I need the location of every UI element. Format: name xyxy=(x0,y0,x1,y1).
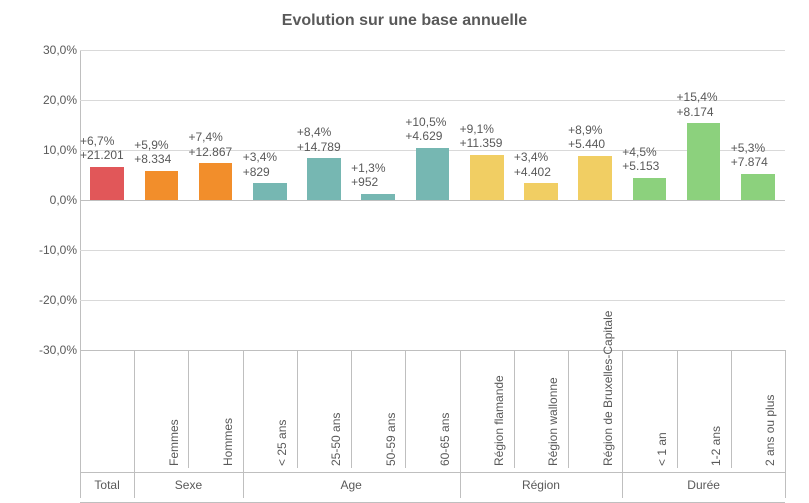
bar-data-label: +5,9%+8.334 xyxy=(134,138,188,167)
bar-abs-label: +8.334 xyxy=(134,152,188,166)
group-label: Total xyxy=(80,478,134,492)
bar-pct-label: +8,4% xyxy=(297,125,351,139)
bar-pct-label: +3,4% xyxy=(514,150,568,164)
bar xyxy=(145,171,179,201)
bar-data-label: +5,3%+7.874 xyxy=(731,141,785,170)
bar xyxy=(578,156,612,201)
separator-line xyxy=(405,350,406,468)
separator-line xyxy=(80,350,81,498)
grid-line xyxy=(80,50,785,51)
separator-line xyxy=(134,350,135,498)
bar-abs-label: +4.402 xyxy=(514,165,568,179)
y-tick-label: -10,0% xyxy=(39,243,77,257)
bar-data-label: +1,3%+952 xyxy=(351,161,405,190)
bar-pct-label: +4,5% xyxy=(622,145,676,159)
category-label: < 25 ans xyxy=(275,420,289,466)
category-label: 60-65 ans xyxy=(438,413,452,466)
category-label: 50-59 ans xyxy=(384,413,398,466)
separator-line xyxy=(622,350,623,498)
bar-data-label: +8,9%+5.440 xyxy=(568,123,622,152)
horizontal-border xyxy=(80,472,785,473)
bar xyxy=(470,155,504,201)
bar-data-label: +6,7%+21.201 xyxy=(80,134,134,163)
bar-pct-label: +15,4% xyxy=(677,90,731,104)
bar-data-label: +3,4%+829 xyxy=(243,150,297,179)
bar-data-label: +8,4%+14.789 xyxy=(297,125,351,154)
bar-pct-label: +5,9% xyxy=(134,138,188,152)
bar xyxy=(361,194,395,201)
bar-data-label: +15,4%+8.174 xyxy=(677,90,731,119)
bar-abs-label: +14.789 xyxy=(297,140,351,154)
bar-abs-label: +11.359 xyxy=(460,136,514,150)
bar-pct-label: +9,1% xyxy=(460,122,514,136)
separator-line xyxy=(514,350,515,468)
bar xyxy=(90,167,124,201)
bar-abs-label: +829 xyxy=(243,165,297,179)
category-label: < 1 an xyxy=(655,432,669,466)
bar-abs-label: +4.629 xyxy=(405,129,459,143)
grid-line xyxy=(80,250,785,251)
separator-line xyxy=(677,350,678,468)
group-label: Durée xyxy=(622,478,785,492)
plot-area: +6,7%+21.201+5,9%+8.334+7,4%+12.867+3,4%… xyxy=(80,50,785,350)
separator-line xyxy=(568,350,569,468)
bar xyxy=(253,183,287,200)
bar-abs-label: +5.153 xyxy=(622,159,676,173)
y-tick-label: -30,0% xyxy=(39,343,77,357)
bar xyxy=(199,163,233,200)
category-label: 25-50 ans xyxy=(329,413,343,466)
group-label: Sexe xyxy=(134,478,242,492)
bar-abs-label: +12.867 xyxy=(188,145,242,159)
bar-data-label: +3,4%+4.402 xyxy=(514,150,568,179)
bar-pct-label: +6,7% xyxy=(80,134,134,148)
category-label: Région de Bruxelles-Capitale xyxy=(601,311,615,466)
separator-line xyxy=(460,350,461,498)
category-label: Hommes xyxy=(221,418,235,466)
bar-abs-label: +7.874 xyxy=(731,155,785,169)
separator-line xyxy=(785,350,786,498)
bar-data-label: +4,5%+5.153 xyxy=(622,145,676,174)
bar xyxy=(741,174,775,201)
y-tick-label: 0,0% xyxy=(50,193,77,207)
bar-data-label: +10,5%+4.629 xyxy=(405,115,459,144)
bar-abs-label: +5.440 xyxy=(568,137,622,151)
bar xyxy=(416,148,450,201)
separator-line xyxy=(297,350,298,468)
bar xyxy=(307,158,341,200)
bar xyxy=(524,183,558,200)
bar xyxy=(687,123,721,200)
separator-line xyxy=(188,350,189,468)
bar-data-label: +7,4%+12.867 xyxy=(188,130,242,159)
category-label: Femmes xyxy=(167,419,181,466)
bar xyxy=(633,178,667,201)
bar-pct-label: +3,4% xyxy=(243,150,297,164)
bar-abs-label: +8.174 xyxy=(677,105,731,119)
group-label: Age xyxy=(243,478,460,492)
separator-line xyxy=(731,350,732,468)
bar-data-label: +9,1%+11.359 xyxy=(460,122,514,151)
bar-pct-label: +5,3% xyxy=(731,141,785,155)
bar-pct-label: +1,3% xyxy=(351,161,405,175)
category-label: 1-2 ans xyxy=(709,426,723,466)
y-tick-label: -20,0% xyxy=(39,293,77,307)
bar-abs-label: +21.201 xyxy=(80,148,134,162)
separator-line xyxy=(243,350,244,498)
zero-line xyxy=(80,200,785,201)
category-label: 2 ans ou plus xyxy=(763,395,777,466)
chart-title: Evolution sur une base annuelle xyxy=(0,12,809,30)
y-tick-label: 20,0% xyxy=(43,93,77,107)
bar-pct-label: +7,4% xyxy=(188,130,242,144)
category-label: Région wallonne xyxy=(546,377,560,466)
bar-pct-label: +10,5% xyxy=(405,115,459,129)
y-tick-label: 30,0% xyxy=(43,43,77,57)
separator-line xyxy=(351,350,352,468)
chart-container: Evolution sur une base annuelle +6,7%+21… xyxy=(0,0,809,500)
category-label: Région flamande xyxy=(492,375,506,466)
bar-pct-label: +8,9% xyxy=(568,123,622,137)
bar-abs-label: +952 xyxy=(351,175,405,189)
grid-line xyxy=(80,300,785,301)
y-tick-label: 10,0% xyxy=(43,143,77,157)
group-label: Région xyxy=(460,478,623,492)
horizontal-border xyxy=(80,350,785,351)
